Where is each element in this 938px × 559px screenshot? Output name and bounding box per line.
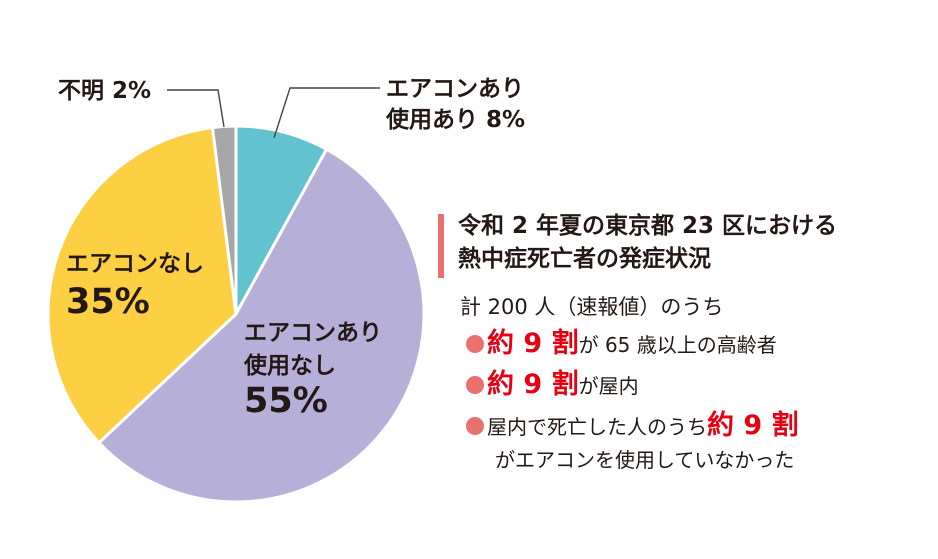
bullet-text: が 65 歳以上の高齢者 xyxy=(578,333,777,357)
bullet-dot-icon xyxy=(466,335,484,353)
info-title-line1: 令和 2 年夏の東京都 23 区における xyxy=(458,213,838,239)
bullet-emphasis: 約 9 割 xyxy=(487,328,579,359)
bullet-continuation: がエアコンを使用していなかった xyxy=(495,448,795,472)
slice-no-aircon xyxy=(46,125,238,445)
bullet-item: 約 9 割が 65 歳以上の高齢者 xyxy=(466,327,928,362)
label-no-aircon-value: 35% xyxy=(66,282,150,322)
label-aircon-not-used-value: 55% xyxy=(244,381,328,421)
title-accent-bar xyxy=(438,214,444,278)
bullet-item: 屋内で死亡した人のうち約 9 割 xyxy=(466,409,928,444)
label-aircon-not-used-line1: エアコンあり xyxy=(244,320,382,346)
slice-aircon-used xyxy=(234,124,329,316)
pie-slices xyxy=(46,124,426,504)
leader-line-aircon-used xyxy=(273,87,380,139)
info-title-line2: 熱中症死亡者の発症状況 xyxy=(458,246,711,272)
label-aircon-not-used-line2: 使用なし xyxy=(243,353,336,379)
bullet-text: が屋内 xyxy=(578,374,639,398)
info-subtitle: 計 200 人（速報値）のうち xyxy=(460,295,724,319)
label-unknown: 不明 2% xyxy=(58,78,151,104)
bullet-dot-icon xyxy=(466,417,484,435)
leader-lines xyxy=(167,87,380,139)
bullet-emphasis: 約 9 割 xyxy=(487,369,579,400)
label-no-aircon-line1: エアコンなし xyxy=(66,251,204,277)
leader-line-unknown xyxy=(167,89,225,128)
bullet-text: 屋内で死亡した人のうち xyxy=(487,415,707,439)
slice-aircon-not-used xyxy=(97,147,426,504)
label-aircon-used-line1: エアコンあり xyxy=(386,76,524,102)
bullet-item: 約 9 割が屋内 xyxy=(466,368,928,403)
slice-labels: エアコンあり 使用あり 8% エアコンあり 使用なし 55% エアコンなし 35… xyxy=(58,76,525,421)
bullet-emphasis: 約 9 割 xyxy=(707,410,799,441)
bullet-dot-icon xyxy=(466,376,484,394)
info-panel: 令和 2 年夏の東京都 23 区における 熱中症死亡者の発症状況 計 200 人… xyxy=(438,210,928,474)
label-aircon-used-line2: 使用あり 8% xyxy=(385,107,525,133)
